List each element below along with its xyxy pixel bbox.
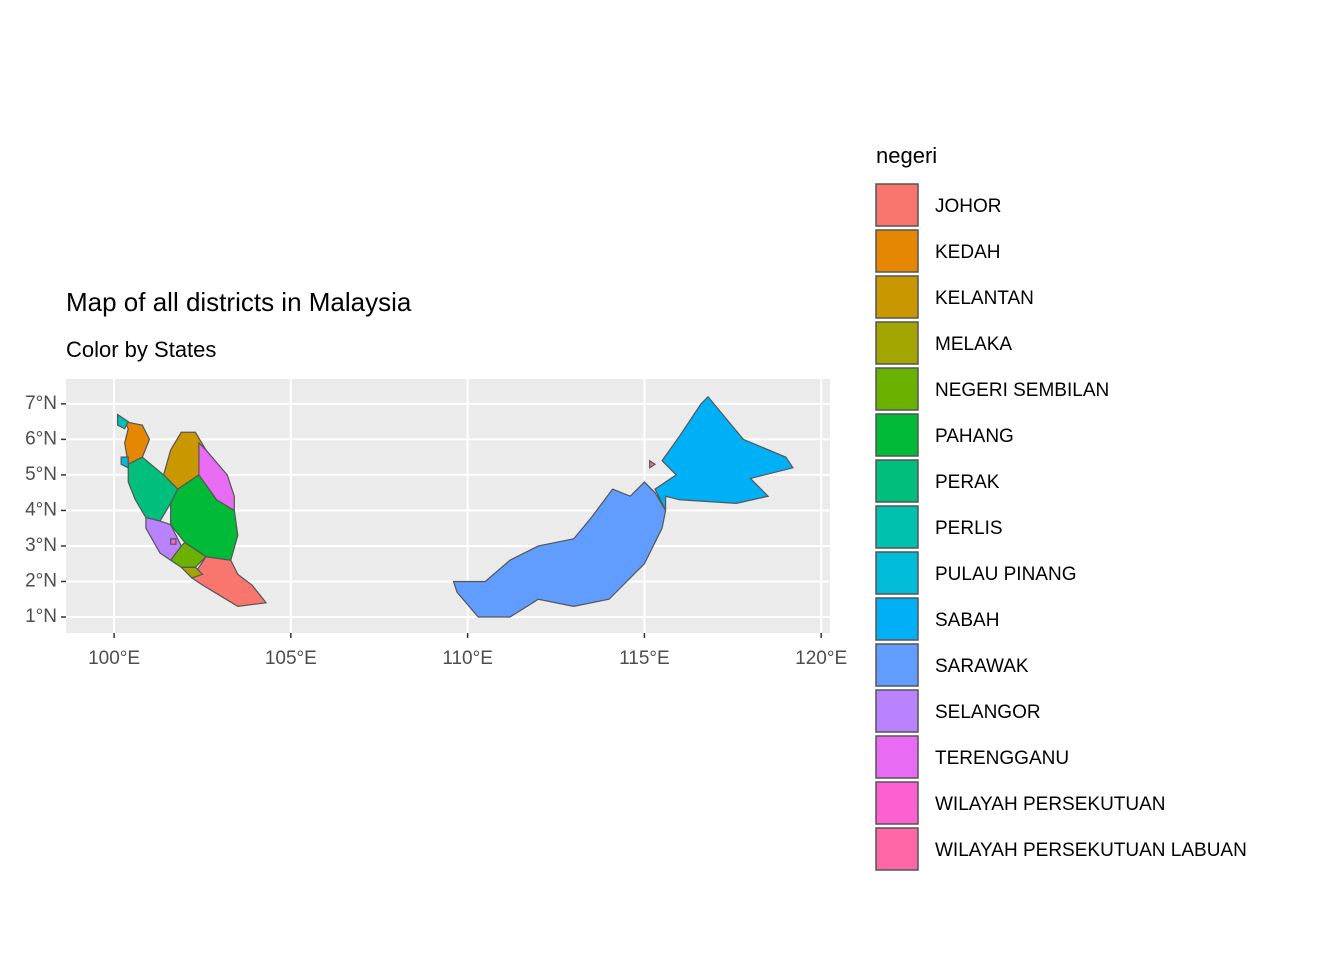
x-tick-label: 100°E [88, 648, 140, 669]
state-region [198, 441, 235, 512]
y-tick-label: 4°N [25, 499, 57, 520]
x-tick-label: 115°E [619, 648, 670, 669]
legend-label: KEDAH [935, 242, 1000, 263]
x-tick-label: 105°E [265, 648, 317, 669]
state-region [452, 481, 667, 618]
legend-key [875, 229, 919, 273]
state-region [117, 413, 129, 430]
legend-label: WILAYAH PERSEKUTUAN [935, 794, 1166, 815]
legend-label: PERAK [935, 472, 1000, 493]
state-region [120, 456, 129, 469]
state-region [654, 395, 794, 511]
chart-title: Map of all districts in Malaysia [66, 287, 412, 317]
legend-label: JOHOR [935, 196, 1002, 217]
legend-key [875, 413, 919, 457]
legend-key [875, 275, 919, 319]
legend-key [875, 505, 919, 549]
legend-label: SABAH [935, 610, 999, 631]
legend-title: negeri [876, 143, 937, 168]
y-tick-label: 2°N [25, 571, 57, 592]
state-region [145, 516, 182, 561]
legend-label: MELAKA [935, 334, 1012, 355]
y-tick-label: 1°N [25, 606, 57, 627]
legend-key [875, 367, 919, 411]
legend-key [875, 827, 919, 871]
state-region [170, 538, 177, 545]
legend-label: WILAYAH PERSEKUTUAN LABUAN [935, 840, 1247, 861]
legend-label: SARAWAK [935, 656, 1029, 677]
x-tick-label: 120°E [795, 648, 847, 669]
legend-label: KELANTAN [935, 288, 1034, 309]
legend-key [875, 551, 919, 595]
legend-key [875, 689, 919, 733]
y-tick-label: 7°N [25, 393, 57, 414]
state-region [127, 456, 179, 522]
legend-key [875, 781, 919, 825]
chart-subtitle: Color by States [66, 337, 216, 362]
legend-label: TERENGGANU [935, 748, 1069, 769]
legend-key [875, 183, 919, 227]
y-tick-label: 3°N [25, 535, 57, 556]
legend-label: PAHANG [935, 426, 1014, 447]
y-tick-label: 6°N [25, 428, 57, 449]
legend-key [875, 597, 919, 641]
legend-label: PERLIS [935, 518, 1003, 539]
legend-key [875, 643, 919, 687]
legend-label: NEGERI SEMBILAN [935, 380, 1109, 401]
x-tick-label: 110°E [442, 648, 493, 669]
legend-label: SELANGOR [935, 702, 1041, 723]
legend-key [875, 321, 919, 365]
legend-key [875, 735, 919, 779]
legend-key [875, 459, 919, 503]
y-tick-label: 5°N [25, 464, 57, 485]
legend-label: PULAU PINANG [935, 564, 1076, 585]
state-region [649, 459, 657, 469]
